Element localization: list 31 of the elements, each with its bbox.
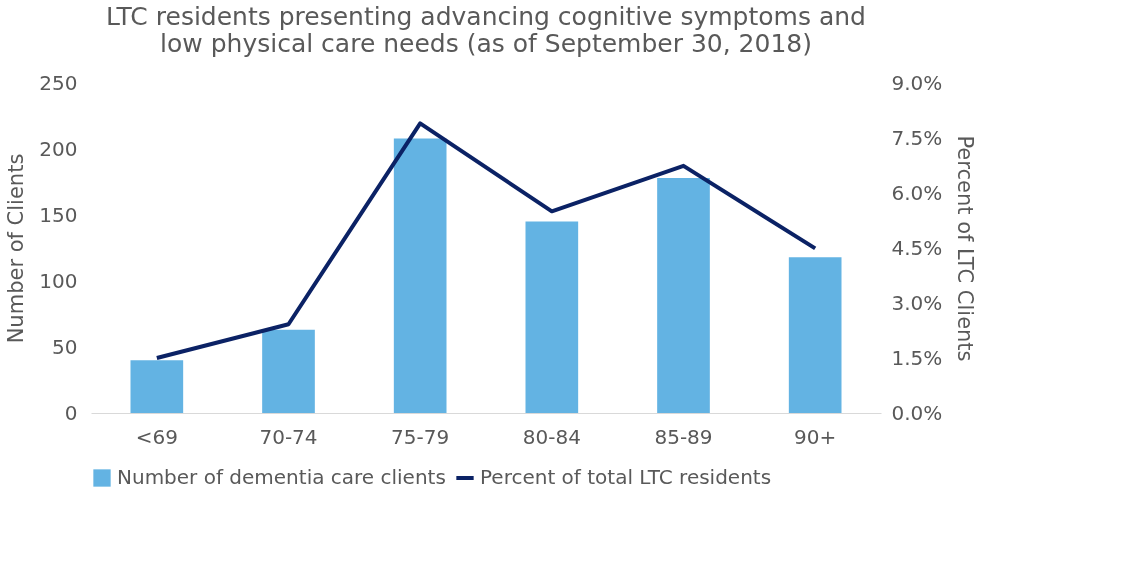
y-tick-label: 150 [39,202,78,227]
y2-tick-label: 9.0% [891,70,943,95]
y2-tick-label: 4.5% [891,235,943,260]
bar [262,329,315,413]
bar [525,221,579,413]
y2-tick-label: 3.0% [891,290,943,315]
y-tick-label: 200 [39,136,78,161]
y2-tick-label: 0.0% [891,400,943,425]
y2-tick-label: 6.0% [891,180,943,205]
bar [657,178,710,413]
legend-label: Number of dementia care clients [117,465,446,489]
y2-tick-label: 7.5% [891,125,943,150]
y-axis-title: Number of Clients [4,153,29,344]
x-tick-label: 70-74 [259,424,318,449]
legend-label: Percent of total LTC residents [480,465,772,489]
line-series [154,121,818,360]
y-tick-label: 50 [52,334,78,359]
x-tick-label: 90+ [794,424,837,449]
chart-title: LTC residents presenting advancing cognitive symptoms and low physical care needs (as of September 30, 2018) [106,2,866,58]
bar [130,360,184,413]
y-tick-label: 100 [39,268,78,293]
x-tick-label: 75-79 [391,424,450,449]
x-tick-label: 80-84 [522,424,581,449]
bar [788,257,842,413]
y-tick-label: 250 [39,70,78,95]
bar [393,138,447,413]
x-tick-label: <69 [135,424,178,449]
x-tick-label: 85-89 [654,424,713,449]
y2-axis-title: Percent of LTC Clients [953,135,978,362]
y-tick-label: 0 [64,400,78,425]
y2-tick-label: 1.5% [891,345,943,370]
